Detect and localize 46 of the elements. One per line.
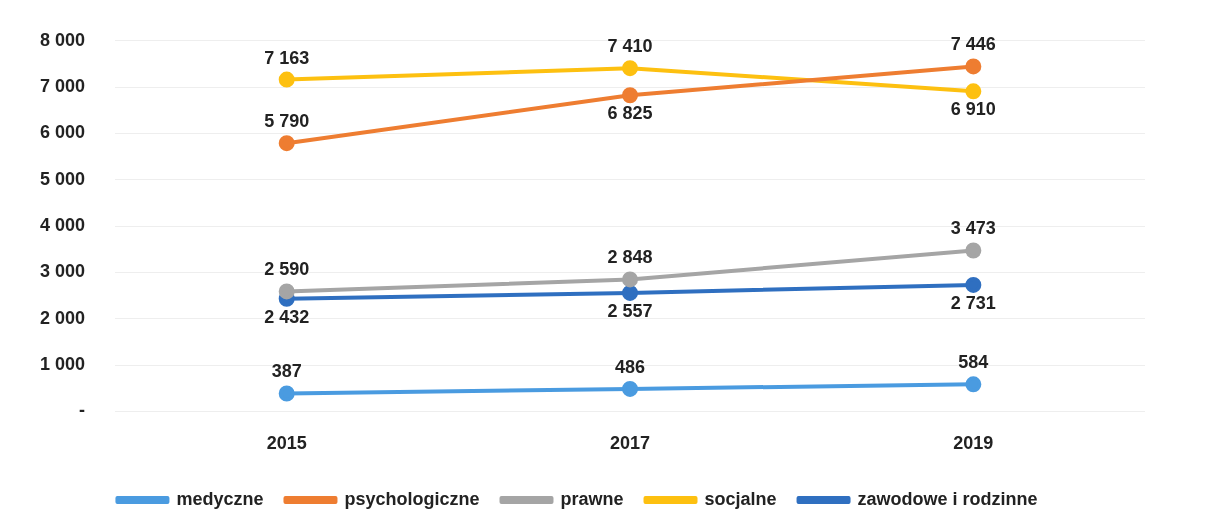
point <box>965 58 982 75</box>
point <box>965 276 982 293</box>
data-label: 6 825 <box>607 103 653 124</box>
y-tick-label: 1 000 <box>40 354 86 375</box>
data-label: 2 848 <box>607 247 653 268</box>
point <box>622 284 639 301</box>
x-tick-label: 2015 <box>266 433 307 454</box>
data-label: 2 731 <box>950 292 996 313</box>
point <box>622 60 639 77</box>
data-label: 3 473 <box>950 218 996 239</box>
data-label: 2 432 <box>264 306 310 327</box>
legend-label: psychologiczne <box>344 488 480 509</box>
y-tick-label: 7 000 <box>40 76 86 97</box>
data-label: 387 <box>271 361 302 382</box>
point <box>965 242 982 259</box>
y-tick-label: 8 000 <box>40 29 86 50</box>
x-tick-label: 2019 <box>953 433 994 454</box>
data-label: 2 590 <box>264 259 310 280</box>
data-label: 486 <box>615 356 646 377</box>
point <box>622 271 639 288</box>
point <box>965 83 982 100</box>
legend-label: socjalne <box>704 488 777 509</box>
point <box>965 376 982 393</box>
point <box>622 87 639 104</box>
y-tick-label: - <box>79 400 86 421</box>
data-label: 7 410 <box>607 36 653 57</box>
data-label: 7 163 <box>264 47 310 68</box>
legend-label: medyczne <box>176 488 264 509</box>
point <box>278 283 295 300</box>
legend-label: prawne <box>560 488 624 509</box>
y-tick-label: 6 000 <box>40 122 86 143</box>
data-label: 584 <box>958 352 989 373</box>
y-tick-label: 3 000 <box>40 261 86 282</box>
x-tick-label: 2017 <box>610 433 651 454</box>
legend-label: zawodowe i rodzinne <box>857 488 1038 509</box>
y-tick-label: 2 000 <box>40 307 86 328</box>
point <box>278 385 295 402</box>
y-tick-label: 5 000 <box>40 168 86 189</box>
data-label: 5 790 <box>264 111 310 132</box>
y-tick-label: 4 000 <box>40 215 86 236</box>
data-label: 7 446 <box>950 34 996 55</box>
data-label: 2 557 <box>607 300 653 321</box>
data-label: 6 910 <box>950 99 996 120</box>
point <box>622 380 639 397</box>
point <box>278 71 295 88</box>
point <box>278 135 295 152</box>
